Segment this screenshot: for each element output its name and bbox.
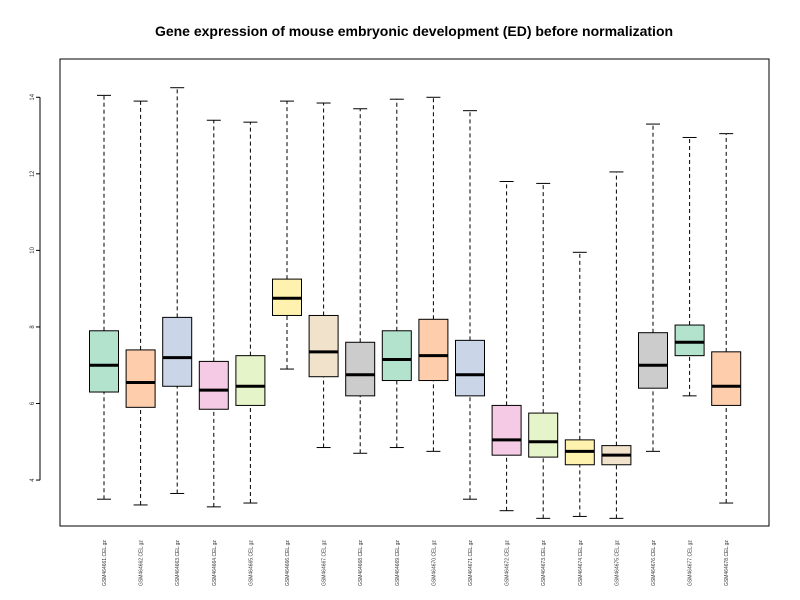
box-15 bbox=[601, 171, 632, 519]
box-iqr bbox=[125, 349, 156, 408]
box-iqr bbox=[674, 324, 705, 357]
x-tick-label: GSM464675.CEL.gz bbox=[614, 540, 620, 586]
x-tick-label: GSM464670.CEL.gz bbox=[431, 540, 437, 586]
box-17 bbox=[674, 136, 705, 397]
box-10 bbox=[418, 96, 449, 452]
box-iqr bbox=[89, 330, 119, 393]
y-tick-label: 10 bbox=[30, 246, 36, 253]
box-5 bbox=[235, 121, 266, 504]
y-tick-label: 14 bbox=[30, 93, 36, 100]
box-14 bbox=[564, 251, 595, 517]
x-tick-label: GSM464673.CEL.gz bbox=[541, 540, 547, 586]
y-axis: 4 6 8 10 12 14 bbox=[30, 93, 41, 482]
y-tick-label: 12 bbox=[30, 170, 36, 177]
box-iqr bbox=[528, 412, 559, 458]
box-iqr bbox=[235, 355, 266, 406]
x-tick-label: GSM464672.CEL.gz bbox=[505, 540, 511, 586]
x-axis-labels: GSM464661.CEL.gz GSM464662.CEL.gz GSM46466… bbox=[102, 540, 730, 586]
plot-frame bbox=[59, 58, 770, 527]
y-tick-label: 6 bbox=[30, 401, 36, 405]
boxes-group bbox=[89, 87, 742, 519]
x-tick-label: GSM464669.CEL.gz bbox=[395, 540, 401, 586]
box-9 bbox=[381, 98, 412, 449]
box-iqr bbox=[308, 314, 339, 378]
box-2 bbox=[125, 100, 156, 506]
x-tick-label: GSM464678.CEL.gz bbox=[724, 540, 730, 586]
box-11 bbox=[455, 110, 485, 500]
box-iqr bbox=[711, 351, 742, 406]
x-tick-label: GSM464666.CEL.gz bbox=[285, 540, 291, 586]
box-6 bbox=[272, 100, 302, 370]
x-tick-label: GSM464674.CEL.gz bbox=[578, 540, 584, 586]
box-iqr bbox=[162, 316, 193, 387]
x-tick-label: GSM464665.CEL.gz bbox=[248, 540, 254, 586]
box-iqr bbox=[418, 318, 449, 382]
x-tick-label: GSM464671.CEL.gz bbox=[468, 540, 474, 586]
x-tick-label: GSM464676.CEL.gz bbox=[651, 540, 657, 586]
box-iqr bbox=[638, 332, 668, 389]
x-tick-label: GSM464662.CEL.gz bbox=[139, 540, 145, 586]
box-iqr bbox=[491, 404, 522, 456]
x-tick-label: GSM464663.CEL.gz bbox=[175, 540, 181, 586]
box-16 bbox=[638, 123, 668, 452]
box-7 bbox=[308, 102, 339, 449]
x-tick-label: GSM464664.CEL.gz bbox=[212, 540, 218, 586]
box-iqr bbox=[455, 339, 485, 397]
x-tick-label: GSM464667.CEL.gz bbox=[322, 540, 328, 586]
box-1 bbox=[89, 94, 119, 500]
x-tick-label: GSM464677.CEL.gz bbox=[688, 540, 694, 586]
box-iqr bbox=[381, 330, 412, 382]
chart-title: Gene expression of mouse embryonic devel… bbox=[155, 23, 673, 39]
box-12 bbox=[491, 180, 522, 512]
box-3 bbox=[162, 87, 193, 494]
box-4 bbox=[198, 119, 229, 508]
x-tick-label: GSM464668.CEL.gz bbox=[358, 540, 364, 586]
box-iqr bbox=[198, 360, 229, 410]
x-tick-label: GSM464661.CEL.gz bbox=[102, 540, 108, 586]
box-8 bbox=[345, 108, 376, 454]
box-13 bbox=[528, 182, 559, 519]
y-tick-label: 4 bbox=[30, 478, 36, 482]
box-18 bbox=[711, 133, 742, 504]
box-iqr bbox=[345, 341, 376, 397]
y-tick-label: 8 bbox=[30, 325, 36, 329]
